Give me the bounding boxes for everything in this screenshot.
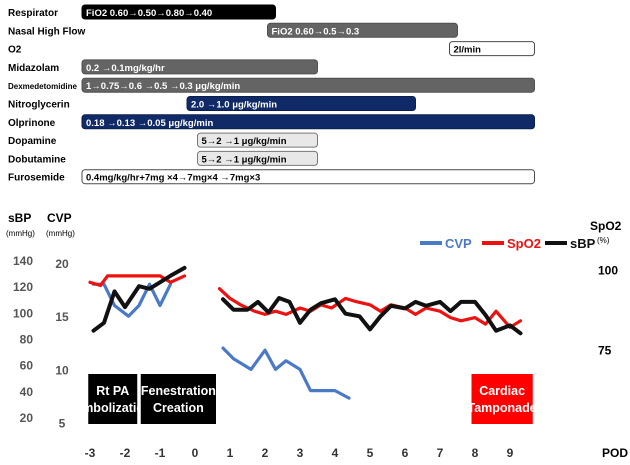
therapy-bar xyxy=(81,77,535,93)
therapy-bar-text: FiO2 0.60→0.5→0.3 xyxy=(272,26,360,37)
sbp-tick-label: 20 xyxy=(20,411,34,425)
sbp-axis-unit: (mmHg) xyxy=(6,229,35,238)
spo2-axis-unit: (%) xyxy=(597,236,610,245)
x-tick-label: -3 xyxy=(85,446,96,460)
spo2-tick-label: 100 xyxy=(598,263,618,277)
legend-label: sBP xyxy=(570,236,596,251)
therapy-bar-text: 2.0 →1.0 μg/kg/min xyxy=(191,100,277,111)
legend-label: SpO2 xyxy=(507,236,541,251)
event-box: Fenestration Creation xyxy=(140,374,216,424)
therapy-bar-text: 0.4mg/kg/hr+7mg ×4→7mg×4 →7mg×3 xyxy=(86,173,260,184)
series-line xyxy=(91,282,173,318)
series-line xyxy=(221,296,523,336)
x-tick-label: -2 xyxy=(120,446,131,460)
series-line xyxy=(91,265,187,333)
x-tick-label: 7 xyxy=(437,446,444,460)
therapy-bar xyxy=(186,96,416,111)
series-line xyxy=(221,346,351,400)
therapy-row-label: Dopamine xyxy=(8,136,57,147)
sbp-tick-label: 120 xyxy=(13,280,33,294)
sbp-axis-label: sBP xyxy=(8,211,31,225)
therapy-row-label: Midazolam xyxy=(8,63,59,74)
event-rect xyxy=(471,374,533,424)
therapy-row-label: Olprinone xyxy=(8,118,56,129)
sbp-tick-label: 100 xyxy=(13,306,33,320)
therapy-row-label: Nasal High Flow xyxy=(8,26,85,37)
event-label: Fenestration xyxy=(141,384,216,398)
x-tick-label: 1 xyxy=(227,446,234,460)
therapy-bar-text: 0.2 →0.1mg/kg/hr xyxy=(86,63,165,74)
therapy-bar-text: 5→2 →1 μg/kg/min xyxy=(202,136,287,147)
therapy-bar xyxy=(81,59,318,75)
x-tick-label: 6 xyxy=(402,446,409,460)
x-tick-label: 3 xyxy=(297,446,304,460)
cvp-tick-label: 10 xyxy=(55,363,69,377)
cvp-axis-unit: (mmHg) xyxy=(46,229,75,238)
spo2-axis-label: SpO2 xyxy=(590,219,622,233)
x-tick-label: 8 xyxy=(472,446,479,460)
event-rect xyxy=(88,374,138,424)
therapy-bar-text: 2l/min xyxy=(454,45,482,56)
therapy-bar xyxy=(81,114,535,130)
sbp-tick-label: 60 xyxy=(20,359,34,373)
event-label: Rt PA xyxy=(96,384,129,398)
legend-label: CVP xyxy=(445,236,472,251)
x-tick-label: 4 xyxy=(332,446,339,460)
sbp-tick-label: 80 xyxy=(20,333,34,347)
therapy-row-label: Furosemide xyxy=(8,173,65,184)
spo2-tick-label: 75 xyxy=(598,344,612,358)
x-tick-label: 0 xyxy=(192,446,199,460)
series-cvp xyxy=(91,282,351,400)
cvp-axis-label: CVP xyxy=(47,211,72,225)
cvp-tick-label: 5 xyxy=(59,417,66,431)
therapy-row-label: Nitroglycerin xyxy=(8,100,70,111)
sbp-tick-label: 140 xyxy=(13,254,33,268)
event-box: Rt PA Embolization xyxy=(74,374,152,424)
x-axis-title: POD xyxy=(602,446,628,460)
event-label: Tamponade xyxy=(468,401,537,415)
therapy-bar xyxy=(449,41,535,57)
event-rect xyxy=(140,374,216,424)
event-label: Creation xyxy=(153,401,204,415)
therapy-row-label: Dobutamine xyxy=(8,154,66,165)
therapy-bar xyxy=(197,150,318,166)
therapy-row-label: Respirator xyxy=(8,8,58,19)
sbp-tick-label: 40 xyxy=(20,385,34,399)
x-tick-label: -1 xyxy=(155,446,166,460)
series-sbp xyxy=(91,265,523,336)
therapy-bar-text: FiO2 0.60→0.50→0.80→0.40 xyxy=(86,8,212,19)
therapy-row-label: O2 xyxy=(8,45,22,56)
therapy-bar xyxy=(81,169,535,185)
therapy-timeline: Respirator FiO2 0.60→0.50→0.80→0.40Nasal … xyxy=(8,4,535,185)
therapy-bar xyxy=(267,22,458,38)
cvp-tick-label: 20 xyxy=(55,257,69,271)
therapy-bar xyxy=(197,132,318,148)
therapy-row-label: Dexmedetomidine xyxy=(8,82,77,91)
event-label: Cardiac xyxy=(479,384,525,398)
therapy-bar-text: 1→0.75→0.6 →0.5 →0.3 μg/kg/min xyxy=(86,81,240,92)
legend: CVP SpO2 sBP xyxy=(420,236,596,251)
event-box: Cardiac Tamponade xyxy=(468,374,537,424)
therapy-bar-text: 0.18 →0.13 →0.05 μg/kg/min xyxy=(86,118,213,129)
x-tick-label: 9 xyxy=(507,446,514,460)
therapy-bar-text: 5→2 →1 μg/kg/min xyxy=(202,154,287,165)
x-tick-label: 2 xyxy=(262,446,269,460)
x-tick-label: 5 xyxy=(367,446,374,460)
cvp-tick-label: 15 xyxy=(55,310,69,324)
therapy-bar xyxy=(81,4,276,20)
event-label: Embolization xyxy=(74,401,152,415)
